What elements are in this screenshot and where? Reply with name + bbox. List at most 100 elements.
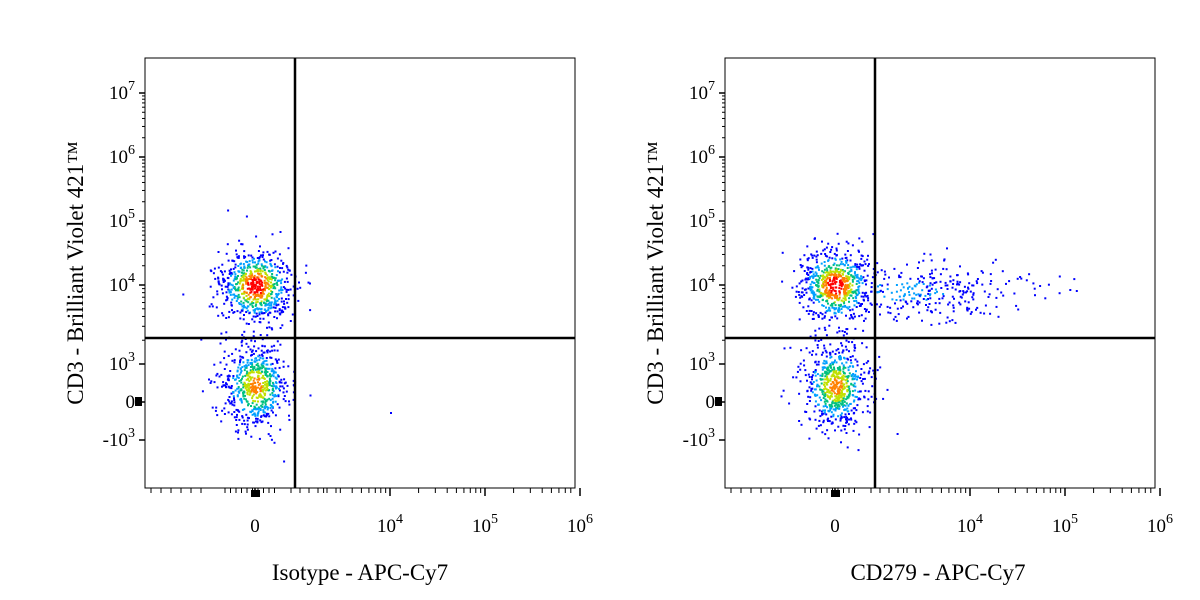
event-dot <box>245 307 248 310</box>
event-dot <box>852 373 855 375</box>
y-tick-label: 105 <box>109 207 135 232</box>
event-dot <box>211 406 214 409</box>
event-dot <box>272 372 275 375</box>
event-dot <box>1019 276 1022 278</box>
event-dot <box>271 273 274 275</box>
event-dot <box>894 315 897 318</box>
event-dot <box>824 253 827 255</box>
event-dot <box>257 383 260 386</box>
event-dot <box>969 290 972 293</box>
event-dot <box>265 367 268 370</box>
event-dot <box>949 275 952 278</box>
event-dot <box>838 386 841 389</box>
event-dot <box>263 411 266 414</box>
event-dot <box>829 278 831 281</box>
event-dot <box>811 270 814 273</box>
event-dot <box>252 298 255 301</box>
event-dot <box>813 291 816 294</box>
event-dot <box>243 369 246 372</box>
event-dot <box>861 255 864 258</box>
event-dot <box>273 441 276 444</box>
event-dot <box>845 306 848 309</box>
event-dot <box>270 265 273 268</box>
event-dot <box>245 365 248 368</box>
event-dot <box>254 287 257 290</box>
event-dot <box>811 391 814 394</box>
event-dot <box>848 350 850 353</box>
event-dot <box>280 289 283 292</box>
event-dot <box>855 276 858 279</box>
event-dot <box>971 284 974 287</box>
event-dot <box>236 374 238 377</box>
event-dot <box>826 388 828 391</box>
event-dot <box>821 351 824 354</box>
event-dot <box>798 392 801 395</box>
event-dot <box>923 252 926 255</box>
event-dot <box>239 279 242 282</box>
event-dot <box>252 335 255 338</box>
event-dot <box>850 288 853 291</box>
event-dot <box>952 306 955 309</box>
event-dot <box>822 362 825 365</box>
event-dot <box>925 298 928 301</box>
event-dot <box>257 381 259 384</box>
event-dot <box>236 256 239 259</box>
event-dot <box>847 272 850 275</box>
event-dot <box>261 294 264 297</box>
event-dot <box>821 375 824 377</box>
event-dot <box>260 264 263 267</box>
event-dot <box>858 237 861 240</box>
event-dot <box>828 420 831 423</box>
event-dot <box>245 413 248 416</box>
event-dot <box>1017 308 1020 311</box>
event-dot <box>240 300 243 303</box>
event-dot <box>257 400 259 403</box>
event-dot <box>263 308 266 311</box>
event-dot <box>839 399 842 402</box>
y-tick-label: 105 <box>689 207 715 232</box>
event-dot <box>244 394 246 397</box>
event-dot <box>845 375 848 378</box>
event-dot <box>260 349 263 352</box>
event-dot <box>833 262 836 265</box>
event-dot <box>222 381 225 384</box>
event-dot <box>274 376 277 379</box>
event-dot <box>236 310 239 313</box>
event-dot <box>269 407 272 409</box>
event-dot <box>921 319 923 322</box>
event-dot <box>823 366 826 369</box>
event-dot <box>275 274 278 277</box>
event-dot <box>820 278 823 281</box>
event-dot <box>971 296 974 299</box>
event-dot <box>903 293 906 296</box>
event-dot <box>254 293 257 296</box>
event-dot <box>832 390 835 393</box>
event-dot <box>996 288 999 291</box>
event-dot <box>282 398 285 401</box>
event-dot <box>831 273 834 276</box>
event-dot <box>268 301 271 304</box>
event-dot <box>269 363 272 366</box>
event-dot <box>857 390 860 393</box>
event-dot <box>847 307 850 310</box>
event-dot <box>796 370 799 373</box>
event-dot <box>817 424 820 427</box>
event-dot <box>264 285 267 288</box>
event-dot <box>825 381 828 384</box>
event-dot <box>247 364 250 367</box>
event-dot <box>233 397 235 400</box>
event-dot <box>864 389 867 392</box>
event-dot <box>226 285 229 288</box>
event-dot <box>245 215 248 218</box>
event-dot <box>218 375 221 378</box>
event-dot <box>228 269 231 272</box>
event-dot <box>863 371 866 374</box>
event-dot <box>836 294 839 297</box>
event-dot <box>825 288 828 291</box>
event-dot <box>253 291 256 294</box>
event-dot <box>277 395 280 398</box>
event-dot <box>852 265 855 268</box>
event-dot <box>263 371 266 374</box>
event-dot <box>838 407 841 410</box>
